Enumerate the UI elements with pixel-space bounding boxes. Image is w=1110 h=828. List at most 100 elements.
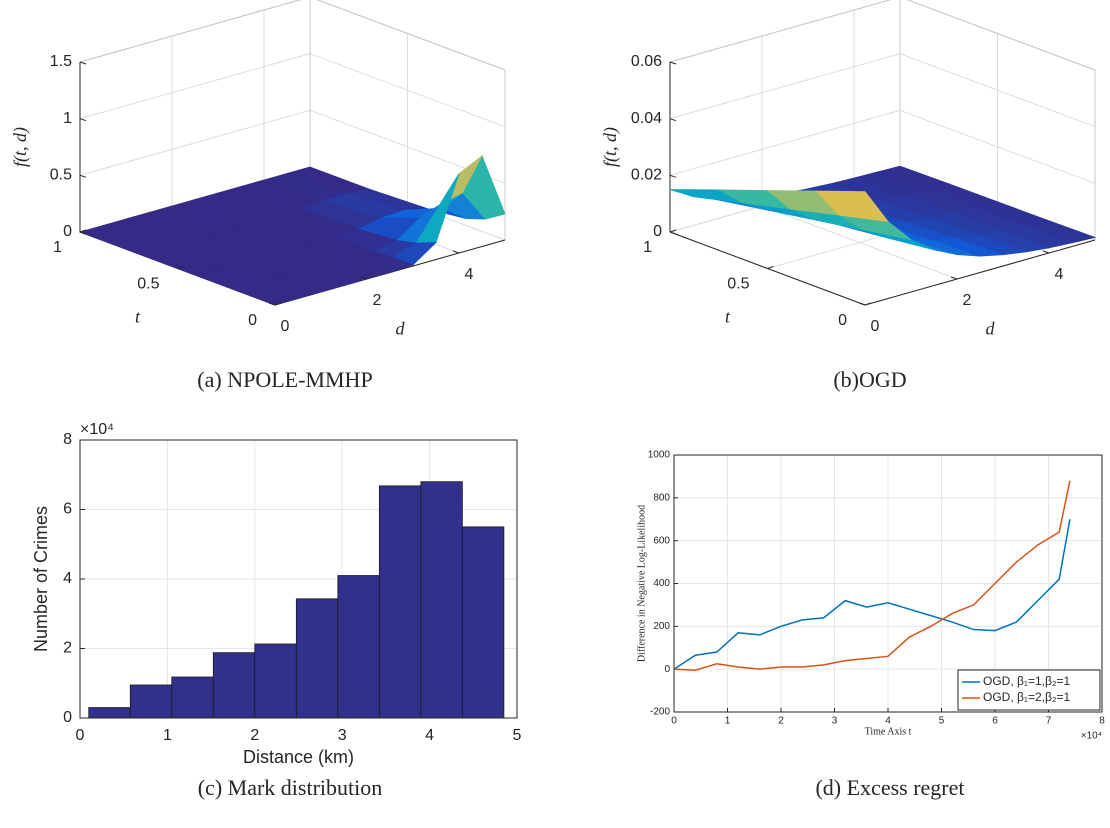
x-axis-label: Time Axis t bbox=[865, 726, 912, 737]
x-tick-label: 0 bbox=[671, 716, 677, 727]
y-tick bbox=[669, 229, 677, 233]
x-tick-label: 4 bbox=[885, 716, 891, 727]
x-tick-label: 1 bbox=[725, 716, 731, 727]
caption: (b)OGD bbox=[833, 367, 906, 392]
grid-line bbox=[899, 53, 1096, 128]
legend-label: OGD, β₁=2,β₂=1 bbox=[983, 690, 1071, 704]
z-tick-label: 0.5 bbox=[50, 167, 72, 184]
y-tick-label: 4 bbox=[63, 570, 72, 587]
x-tick-label: 3 bbox=[338, 727, 347, 744]
z-tick bbox=[79, 118, 87, 122]
bar bbox=[171, 676, 214, 719]
x-tick-label: 4 bbox=[465, 266, 474, 283]
axis-line bbox=[864, 239, 1096, 306]
y-tick bbox=[864, 302, 872, 306]
x-tick-label: 4 bbox=[425, 727, 434, 744]
bar bbox=[461, 526, 505, 719]
bar bbox=[420, 481, 463, 719]
x-tick-label: 2 bbox=[373, 292, 382, 309]
x-axis-label: d bbox=[986, 319, 996, 339]
y-tick bbox=[274, 302, 282, 306]
z-axis-label: f(t, d) bbox=[10, 127, 31, 167]
y-tick-label: 2 bbox=[63, 640, 72, 657]
caption: (a) NPOLE-MMHP bbox=[197, 367, 372, 392]
box-edge bbox=[79, 0, 302, 63]
grid-line bbox=[79, 109, 311, 176]
grid-line bbox=[309, 53, 506, 128]
x-tick-label: 6 bbox=[992, 716, 998, 727]
x-tick-label: 8 bbox=[1099, 716, 1105, 727]
y-tick-label: 0 bbox=[248, 312, 257, 329]
y-tick-label: 200 bbox=[653, 621, 670, 632]
y-axis-label: t bbox=[135, 307, 141, 327]
y-exponent: ×10⁴ bbox=[80, 421, 114, 438]
y-tick-label: 1000 bbox=[648, 450, 671, 461]
z-tick-label: 0.06 bbox=[631, 53, 662, 70]
y-axis-label: Difference in Negative Log-Likelihood bbox=[636, 505, 647, 662]
x-axis-label: d bbox=[396, 319, 406, 339]
y-tick-label: 0.5 bbox=[727, 276, 749, 293]
z-tick-label: 1.5 bbox=[50, 53, 72, 70]
y-tick bbox=[767, 266, 774, 269]
x-tick bbox=[360, 276, 368, 280]
y-axis-label: t bbox=[725, 307, 731, 327]
y-tick-label: 8 bbox=[63, 431, 72, 448]
x-tick-label: 1 bbox=[163, 727, 172, 744]
y-axis-label: Number of Crimes bbox=[31, 506, 51, 652]
bar bbox=[295, 598, 339, 719]
legend-box bbox=[957, 669, 1101, 711]
x-tick bbox=[950, 276, 958, 280]
y-tick-label: 1 bbox=[53, 239, 62, 256]
y-tick-label: 0 bbox=[63, 709, 72, 726]
y-tick bbox=[79, 229, 87, 233]
grid-line bbox=[669, 53, 901, 120]
z-tick bbox=[669, 61, 677, 65]
x-tick-label: 5 bbox=[939, 716, 945, 727]
bar bbox=[212, 652, 256, 719]
series-line bbox=[673, 480, 1071, 671]
x-tick-label: 0 bbox=[281, 318, 290, 335]
bar bbox=[88, 707, 131, 719]
z-tick bbox=[79, 174, 87, 178]
surface-cell bbox=[254, 290, 300, 306]
x-exponent: ×10⁴ bbox=[1081, 731, 1102, 742]
x-tick bbox=[452, 250, 460, 254]
y-tick-label: 800 bbox=[653, 492, 670, 503]
x-tick-label: 0 bbox=[871, 318, 880, 335]
x-tick-label: 4 bbox=[1055, 266, 1064, 283]
z-tick bbox=[79, 231, 87, 235]
grid-line bbox=[899, 109, 1096, 184]
x-tick-label: 2 bbox=[778, 716, 784, 727]
caption: (c) Mark distribution bbox=[198, 775, 383, 800]
z-tick-label: 1 bbox=[63, 110, 72, 127]
y-tick-label: 1 bbox=[643, 239, 652, 256]
box-edge bbox=[906, 0, 1096, 71]
x-tick-label: 0 bbox=[76, 727, 85, 744]
x-tick-label: 3 bbox=[832, 716, 838, 727]
x-tick-label: 5 bbox=[513, 727, 522, 744]
bar bbox=[378, 485, 422, 719]
y-tick bbox=[177, 266, 184, 269]
axes-box bbox=[79, 439, 518, 719]
z-tick-label: 0.02 bbox=[631, 167, 662, 184]
y-tick-label: 0.5 bbox=[137, 276, 159, 293]
x-axis-label: Distance (km) bbox=[243, 747, 354, 767]
bar bbox=[129, 684, 173, 719]
box-edge bbox=[669, 0, 892, 63]
z-tick bbox=[669, 231, 677, 235]
x-tick bbox=[1042, 250, 1050, 254]
z-tick-label: 0 bbox=[653, 223, 662, 240]
x-tick-label: 7 bbox=[1046, 716, 1052, 727]
z-axis-label: f(t, d) bbox=[600, 127, 621, 167]
z-tick-label: 0 bbox=[63, 223, 72, 240]
bar bbox=[337, 575, 380, 719]
x-tick-label: 2 bbox=[963, 292, 972, 309]
axes-box bbox=[673, 454, 1103, 713]
caption: (d) Excess regret bbox=[815, 775, 964, 800]
grid-line bbox=[79, 53, 311, 120]
grid-line bbox=[669, 109, 901, 176]
y-tick-label: 0 bbox=[664, 664, 670, 675]
series-line bbox=[673, 519, 1071, 670]
x-tick bbox=[268, 302, 276, 306]
